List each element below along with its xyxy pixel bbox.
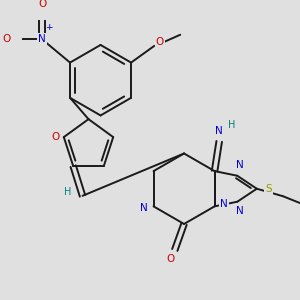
Text: N: N — [140, 203, 148, 213]
Text: N: N — [215, 126, 223, 136]
Text: O: O — [3, 34, 11, 44]
Text: O: O — [38, 0, 46, 9]
Text: H: H — [228, 120, 235, 130]
Text: O: O — [166, 254, 174, 264]
Text: N: N — [38, 34, 46, 44]
Text: N: N — [220, 200, 228, 209]
Text: O: O — [51, 132, 60, 142]
Text: H: H — [64, 187, 71, 197]
Text: N: N — [236, 160, 244, 170]
Text: +: + — [45, 23, 52, 32]
Text: N: N — [236, 206, 244, 216]
Text: S: S — [266, 184, 272, 194]
Text: O: O — [156, 37, 164, 47]
